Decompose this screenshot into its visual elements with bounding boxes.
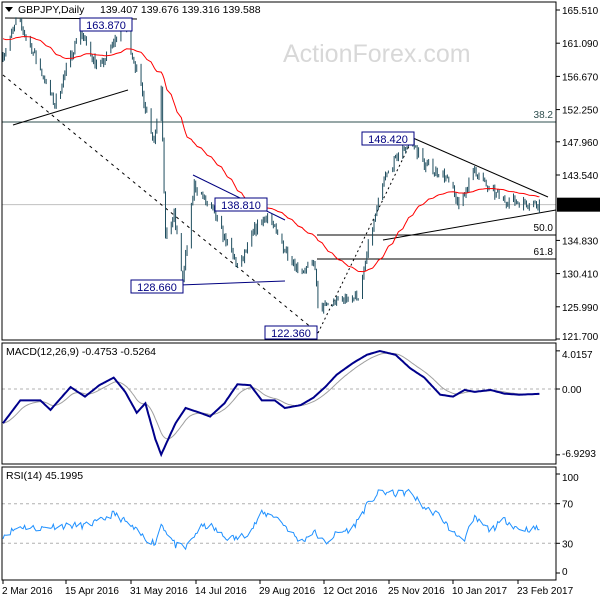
price-annotation-label: 122.360 <box>271 328 311 340</box>
macd-tick-label: 0.00 <box>562 385 582 396</box>
price-annotation-label: 163.870 <box>86 20 126 32</box>
price-tick-label: 165.510 <box>562 6 599 17</box>
price-annotation-box <box>264 325 318 340</box>
price-annotation-label: 128.660 <box>137 282 177 294</box>
trendline <box>12 89 129 126</box>
price-annotation-box <box>130 279 184 294</box>
macd-tick-label: 4.0157 <box>562 350 593 361</box>
date-tick-label: 10 Jan 2017 <box>452 586 507 597</box>
price-annotation-box <box>214 197 268 212</box>
rsi-tick-label: 100 <box>562 473 579 484</box>
price-tick-label: 134.830 <box>562 236 599 247</box>
price-tick-label: 143.540 <box>562 171 599 182</box>
rsi-tick-label: 0 <box>562 567 568 578</box>
date-tick-label: 12 Oct 2016 <box>323 586 378 597</box>
price-annotation-label: 138.810 <box>221 200 261 212</box>
macd-line <box>2 349 540 458</box>
trendline <box>2 74 319 334</box>
macd-panel-border <box>1 342 557 465</box>
macd-signal-line <box>2 352 540 440</box>
trendline <box>382 209 557 241</box>
rsi-tick-label: 70 <box>562 500 574 511</box>
macd-panel <box>2 349 556 458</box>
price-tick-label: 125.990 <box>562 303 599 314</box>
price-annotation-box <box>79 17 133 32</box>
fib-level-label: 50.0 <box>534 223 554 234</box>
current-price-tag <box>557 197 600 212</box>
date-tick-label: 14 Jul 2016 <box>195 586 247 597</box>
price-tick-label: 156.670 <box>562 72 599 83</box>
fib-level-label: 61.8 <box>534 247 554 258</box>
macd-tick-label: -6.9293 <box>562 449 596 460</box>
moving-average-line <box>2 36 540 273</box>
price-panel-border <box>1 1 557 341</box>
current-price-label: 139.588 <box>559 201 596 212</box>
rsi-panel <box>2 488 556 551</box>
date-tick-label: 2 Mar 2016 <box>2 586 53 597</box>
collapse-arrow-icon[interactable] <box>5 7 13 12</box>
price-annotation-box <box>361 131 415 146</box>
fib-level-label: 38.2 <box>534 110 554 121</box>
date-tick-label: 31 May 2016 <box>130 586 188 597</box>
rsi-title: RSI(14) 45.1995 <box>6 470 83 482</box>
price-tick-label: 130.410 <box>562 270 599 281</box>
rsi-panel-border <box>1 466 557 581</box>
ohlc-values: 139.407 139.676 139.316 139.588 <box>100 4 261 16</box>
price-tick-label: 121.700 <box>562 332 599 343</box>
watermark: ActionForex.com <box>283 40 471 68</box>
macd-title: MACD(12,26,9) -0.4753 -0.5264 <box>6 346 156 358</box>
trendline <box>179 280 286 286</box>
date-tick-label: 15 Apr 2016 <box>65 586 119 597</box>
date-tick-label: 29 Aug 2016 <box>259 586 316 597</box>
rsi-line <box>2 488 540 551</box>
price-tick-label: 161.090 <box>562 39 599 50</box>
date-tick-label: 25 Nov 2016 <box>388 586 445 597</box>
price-tick-label: 147.960 <box>562 138 599 149</box>
price-panel: 38.2 50.0 61.8 163.870 138.810 128.660 122.360… <box>2 17 557 340</box>
date-tick-label: 23 Feb 2017 <box>517 586 574 597</box>
rsi-tick-label: 30 <box>562 539 574 550</box>
symbol-label: GBPJPY,Daily <box>18 4 85 16</box>
trendline <box>412 137 549 198</box>
price-tick-label: 152.250 <box>562 106 599 117</box>
price-annotation-label: 148.420 <box>368 134 408 146</box>
axes: 165.510 161.090 156.670 152.250 147.960 143.5… <box>2 6 600 597</box>
